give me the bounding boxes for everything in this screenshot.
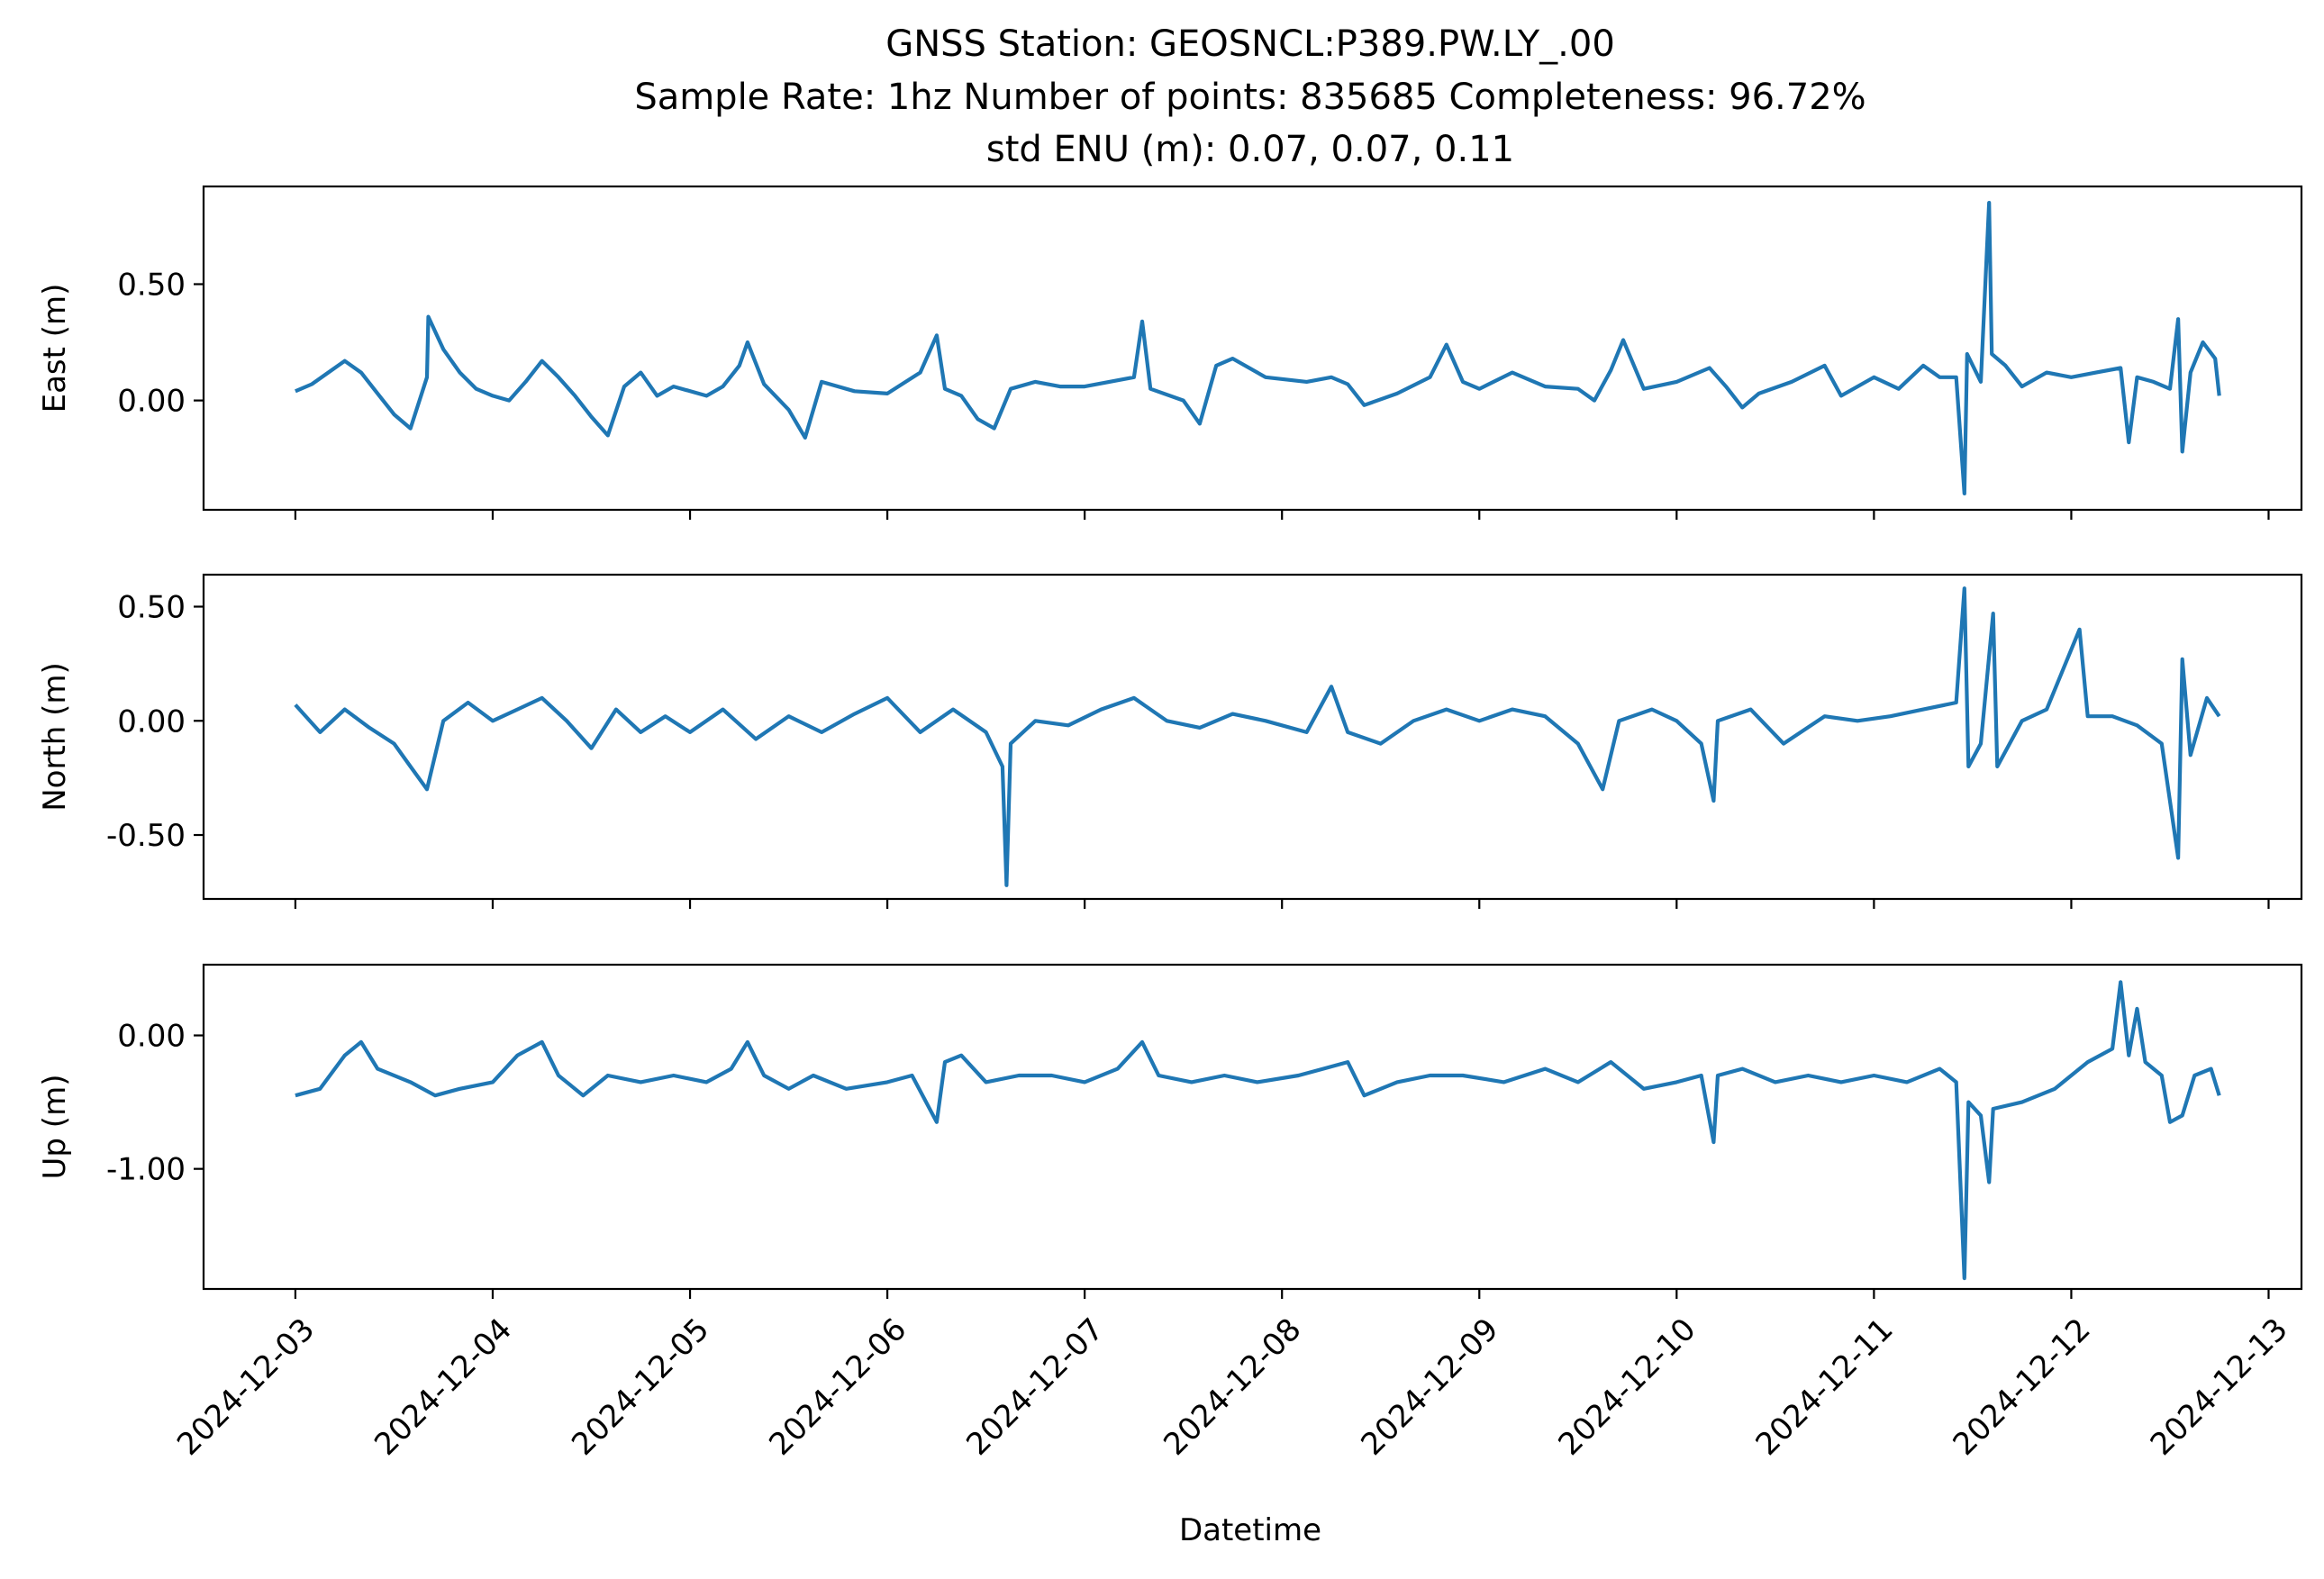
y-tick-label: 0.50 (117, 589, 186, 625)
series-line-2 (294, 586, 2221, 887)
y-tick-label: 0.00 (117, 703, 186, 740)
series-line-3 (295, 980, 2221, 1281)
figure-title-line-3: std ENU (m): 0.07, 0.07, 0.11 (986, 129, 1514, 170)
axes-frame (202, 573, 2303, 901)
y-axis-label: North (m) (37, 662, 73, 812)
y-tick-label: -1.00 (106, 1152, 186, 1188)
figure-title-line-1: GNSS Station: GEOSNCL:P389.PW.LY_.00 (885, 23, 1615, 65)
y-tick-label: -0.50 (106, 818, 186, 854)
y-tick-label: 0.00 (117, 384, 186, 420)
series-line-1 (295, 201, 2221, 495)
y-axis-label: East (m) (37, 284, 73, 413)
panel-2: -0.50 0.00 0.50 North (m) (37, 573, 2303, 909)
y-axis-label: Up (m) (37, 1075, 73, 1180)
figure-title-line-2: Sample Rate: 1hz Number of points: 83568… (634, 77, 1866, 118)
axes-frame (202, 963, 2303, 1291)
y-tick-label: 0.00 (117, 1019, 186, 1055)
x-axis-label: Datetime (1179, 1512, 1321, 1548)
panel-1: 0.00 0.50 East (m) (37, 185, 2303, 520)
y-tick-label: 0.50 (117, 267, 186, 303)
axes-frame (202, 185, 2303, 512)
